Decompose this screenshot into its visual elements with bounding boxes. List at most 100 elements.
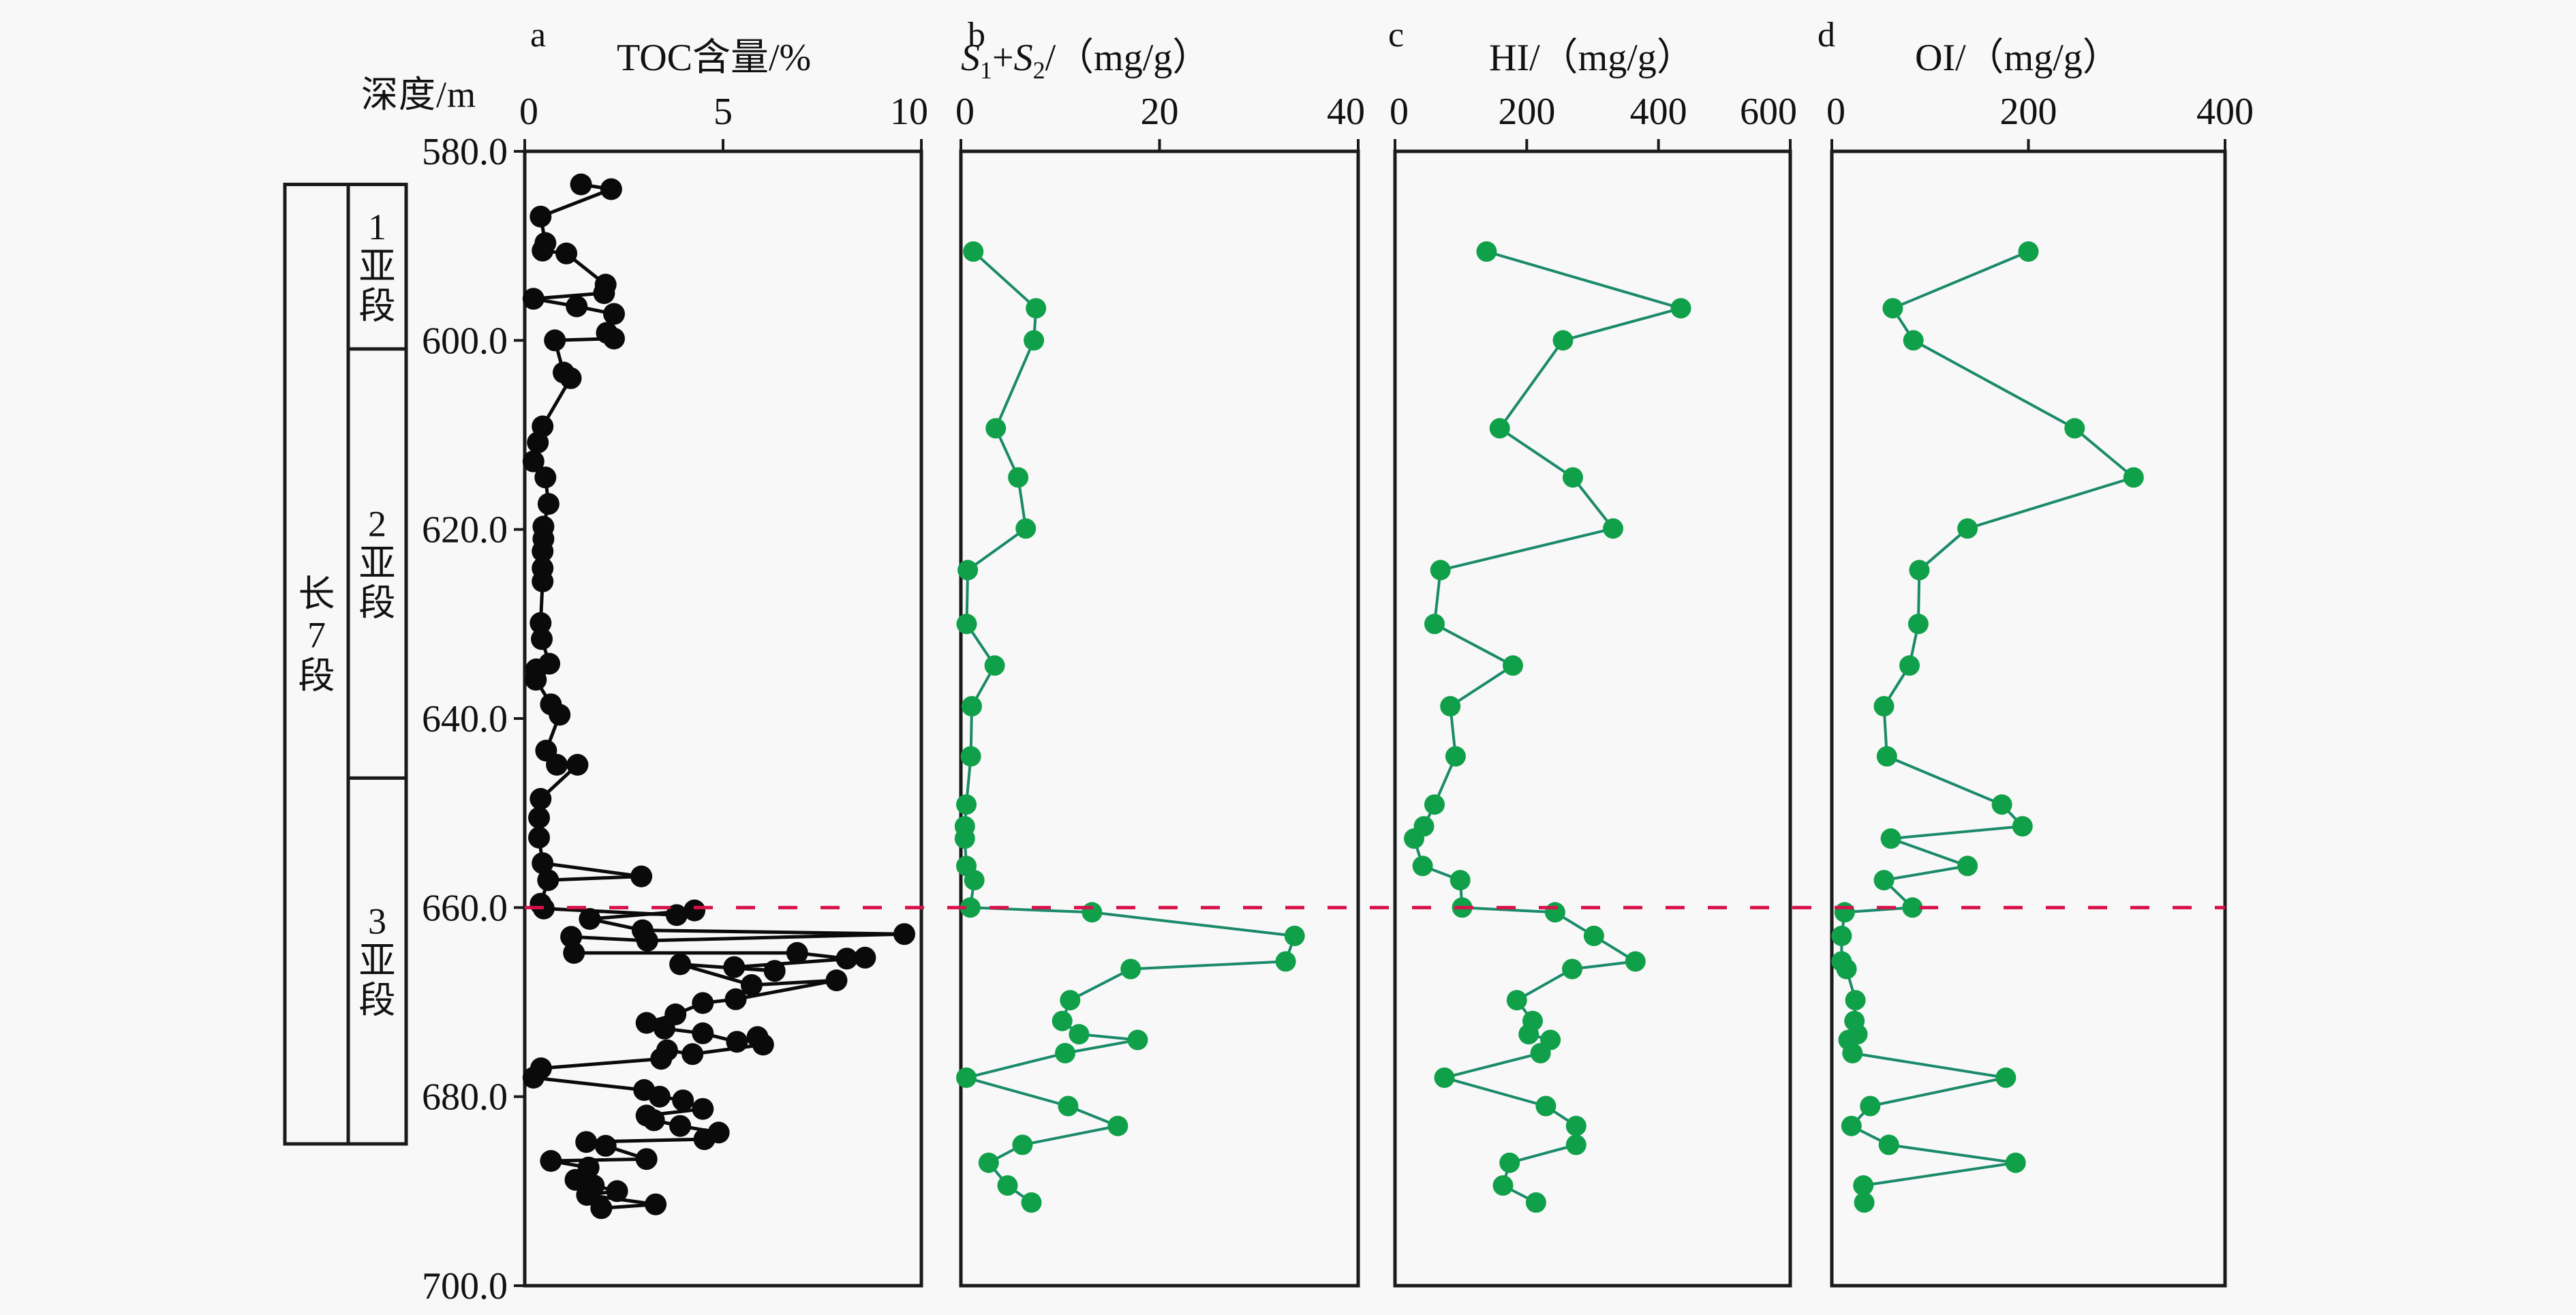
data-point: [1284, 925, 1305, 946]
panel-a: a TOC含量/% 0 5 10: [519, 16, 928, 1288]
data-point: [570, 173, 592, 196]
data-point: [984, 655, 1005, 676]
member-label-char: 段: [359, 583, 396, 624]
data-point: [2012, 816, 2033, 837]
panel-letter: b: [968, 16, 985, 55]
data-point: [692, 992, 714, 1014]
data-point: [1853, 1175, 1874, 1196]
data-point: [1530, 1042, 1551, 1063]
data-point: [531, 628, 553, 650]
data-point: [1957, 856, 1978, 877]
data-point: [532, 570, 554, 592]
data-point: [540, 1150, 562, 1172]
data-point: [1882, 298, 1903, 319]
data-point: [1012, 1134, 1033, 1155]
data-point: [525, 669, 547, 691]
data-point: [2064, 418, 2085, 439]
data-point: [854, 946, 876, 969]
data-point: [630, 865, 653, 888]
data-point: [1518, 1024, 1539, 1045]
depth-tick-label: 620.0: [422, 509, 508, 551]
data-point: [692, 1098, 714, 1120]
x-tick-label: 20: [1141, 91, 1179, 133]
formation-label-char: 长: [298, 573, 335, 614]
data-point: [530, 611, 552, 634]
data-point: [1625, 951, 1646, 972]
data-point: [528, 826, 550, 849]
panel-title: TOC含量/%: [617, 37, 811, 79]
data-point: [1424, 794, 1445, 815]
title-part: 2: [1033, 57, 1045, 84]
data-point: [566, 295, 588, 318]
data-point: [549, 704, 571, 726]
data-point: [1565, 1115, 1586, 1136]
data-point: [692, 1022, 714, 1044]
data-point: [893, 923, 915, 946]
data-point: [1008, 467, 1029, 488]
depth-tick-label: 580.0: [422, 131, 508, 173]
data-point: [1404, 828, 1424, 849]
data-point: [786, 941, 808, 964]
data-point: [1499, 1152, 1520, 1173]
panel-frame: [1830, 149, 2227, 1288]
data-point: [593, 282, 615, 304]
title-part: /（mg/g）: [1045, 37, 1211, 79]
data-point: [1860, 1095, 1881, 1117]
depth-axis: 580.0 600.0 620.0 640.0 660.0 680.0 700.0: [422, 131, 525, 1308]
data-point: [528, 806, 550, 829]
data-point: [522, 288, 545, 310]
data-point: [2018, 241, 2039, 262]
data-point: [1424, 614, 1445, 635]
title-part: +: [992, 37, 1014, 79]
data-point: [2123, 467, 2144, 488]
data-point: [2005, 1152, 2026, 1173]
data-point: [590, 1197, 613, 1220]
data-point: [1535, 1095, 1557, 1117]
panel-title: OI/（mg/g）: [1915, 37, 2121, 79]
data-point: [579, 908, 601, 930]
data-point: [1603, 518, 1623, 539]
data-point: [1902, 897, 1923, 918]
x-tick-label: 0: [955, 91, 975, 133]
panel-c: c HI/（mg/g） 0 200 400 600: [1388, 16, 1797, 1288]
data-point: [603, 327, 625, 350]
data-point: [1120, 958, 1141, 980]
data-point: [559, 367, 582, 389]
panel-b: bS1+S2/（mg/g）0 20 40: [954, 16, 1365, 1288]
x-tick-label: 10: [890, 91, 928, 133]
data-point: [603, 303, 625, 325]
data-point: [1052, 1010, 1073, 1031]
data-point: [723, 956, 746, 978]
x-tick-label: 5: [714, 91, 733, 133]
data-point: [546, 753, 568, 776]
data-point: [1275, 951, 1296, 972]
title-part: 1: [980, 57, 992, 84]
data-point: [650, 1048, 673, 1070]
data-point: [522, 450, 545, 472]
data-point: [636, 929, 658, 952]
data-point: [669, 1115, 692, 1137]
depth-tick-label: 600.0: [422, 320, 508, 362]
member-label-char: 3: [368, 901, 386, 942]
panel-letter: a: [530, 16, 546, 55]
data-point: [752, 1033, 774, 1056]
data-point: [653, 1017, 675, 1040]
data-point: [684, 899, 706, 922]
data-point: [960, 897, 981, 918]
data-point: [997, 1175, 1018, 1196]
data-point: [527, 432, 549, 454]
data-point: [1842, 1042, 1863, 1063]
data-point: [1583, 925, 1604, 946]
data-point: [681, 1043, 704, 1065]
data-point: [522, 1066, 545, 1089]
data-point: [1836, 958, 1857, 980]
data-point: [643, 1109, 665, 1132]
data-point: [1082, 902, 1103, 923]
data-point: [1899, 655, 1920, 676]
member-label-char: 1: [368, 207, 386, 247]
data-point: [835, 948, 858, 970]
data-point: [645, 1193, 667, 1215]
x-tick-label: 400: [2196, 91, 2254, 133]
